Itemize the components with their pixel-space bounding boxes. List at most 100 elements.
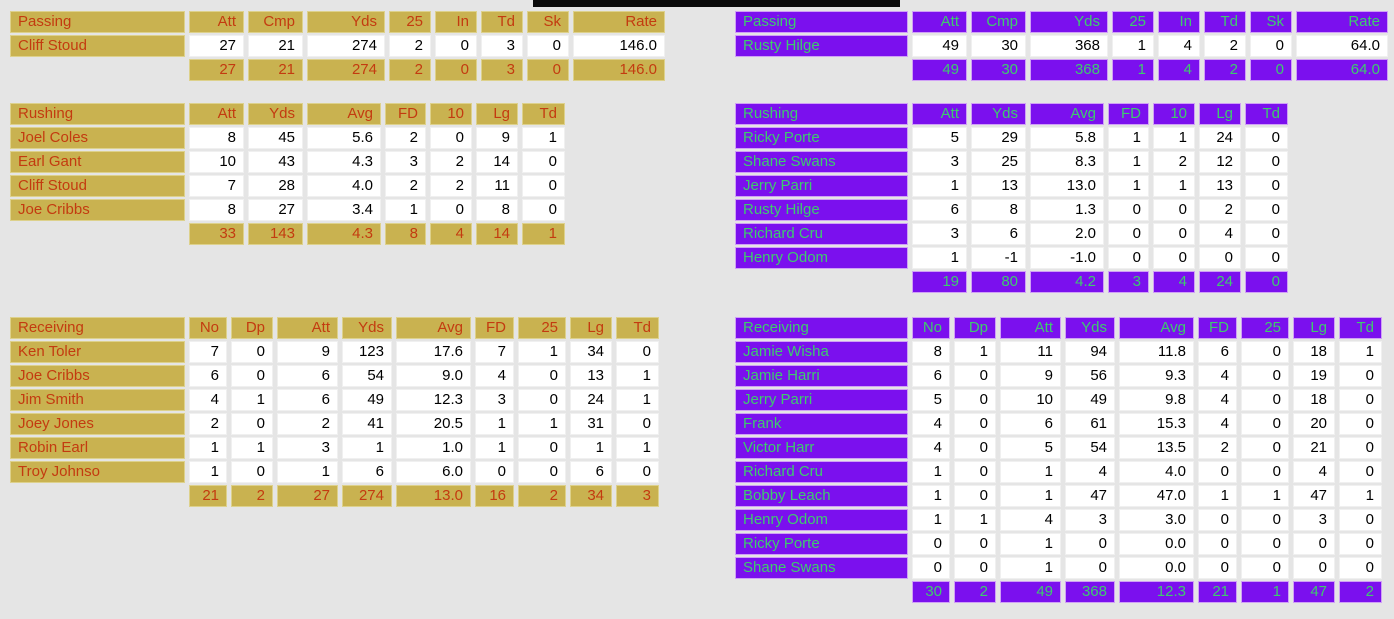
stat-value: 1 xyxy=(912,509,950,531)
stat-value: 0 xyxy=(435,35,477,57)
player-row: Ricky Porte 0 0 1 0 0.0 0 0 0 0 xyxy=(735,533,1382,555)
right-team-receiving-table: Receiving No Dp Att Yds Avg FD 25 Lg Td Jamie Wish… xyxy=(731,315,1386,605)
total-value: 4 xyxy=(1153,271,1195,293)
total-value: 12.3 xyxy=(1119,581,1194,603)
column-header: Avg xyxy=(396,317,471,339)
stat-value: 20.5 xyxy=(396,413,471,435)
stat-value: 0 xyxy=(954,413,996,435)
column-header: Dp xyxy=(954,317,996,339)
column-header: Lg xyxy=(476,103,518,125)
stat-value: 0 xyxy=(954,437,996,459)
stat-value: 0 xyxy=(1339,365,1382,387)
column-header: 25 xyxy=(1241,317,1289,339)
total-value: 368 xyxy=(1030,59,1108,81)
player-row: Jim Smith 4 1 6 49 12.3 3 0 24 1 xyxy=(10,389,659,411)
stat-value: 2 xyxy=(385,127,426,149)
stat-value: 0 xyxy=(1198,461,1237,483)
stat-value: 3 xyxy=(1065,509,1115,531)
stat-value: 2 xyxy=(1153,151,1195,173)
totals-row: 19 80 4.2 3 4 24 0 xyxy=(735,271,1288,293)
stat-value: 0 xyxy=(1339,437,1382,459)
player-row: Jerry Parri 1 13 13.0 1 1 13 0 xyxy=(735,175,1288,197)
player-name: Frank xyxy=(735,413,908,435)
stat-value: 1 xyxy=(231,437,273,459)
total-value: 2 xyxy=(389,59,431,81)
column-header: Att xyxy=(189,103,244,125)
player-row: Shane Swans 0 0 1 0 0.0 0 0 0 0 xyxy=(735,557,1382,579)
stat-value: 1 xyxy=(342,437,392,459)
stat-value: 0 xyxy=(231,413,273,435)
stat-value: 3 xyxy=(385,151,426,173)
player-row: Ken Toler 7 0 9 123 17.6 7 1 34 0 xyxy=(10,341,659,363)
total-value: 27 xyxy=(189,59,244,81)
stat-value: 1 xyxy=(1000,533,1061,555)
column-header: Td xyxy=(481,11,523,33)
stat-value: 0 xyxy=(1241,437,1289,459)
column-header: Att xyxy=(189,11,244,33)
player-row: Jerry Parri 5 0 10 49 9.8 4 0 18 0 xyxy=(735,389,1382,411)
stat-value: 49 xyxy=(1065,389,1115,411)
stat-value: 21 xyxy=(1293,437,1335,459)
player-row: Joe Cribbs 8 27 3.4 1 0 8 0 xyxy=(10,199,565,221)
player-name: Shane Swans xyxy=(735,151,908,173)
stat-value: 0 xyxy=(231,365,273,387)
player-name: Joey Jones xyxy=(10,413,185,435)
stat-value: 0 xyxy=(1198,557,1237,579)
stat-value: 49 xyxy=(912,35,967,57)
total-value: 30 xyxy=(912,581,950,603)
stat-value: 54 xyxy=(342,365,392,387)
stat-value: 1 xyxy=(1108,175,1149,197)
stat-value: 1 xyxy=(1339,341,1382,363)
stat-value: 7 xyxy=(475,341,514,363)
column-header: 10 xyxy=(430,103,472,125)
stat-value: 1 xyxy=(616,437,659,459)
stat-value: 0 xyxy=(518,437,566,459)
stat-value: 8 xyxy=(476,199,518,221)
player-row: Cliff Stoud 27 21 274 2 0 3 0 146.0 xyxy=(10,35,665,57)
column-header: Cmp xyxy=(248,11,303,33)
stat-value: 6 xyxy=(189,365,227,387)
stat-value: 0 xyxy=(1241,557,1289,579)
player-name: Earl Gant xyxy=(10,151,185,173)
totals-spacer xyxy=(735,59,908,81)
stat-value: 1 xyxy=(1241,485,1289,507)
stat-value: 24 xyxy=(570,389,612,411)
stat-value: 3 xyxy=(912,223,967,245)
total-value: 0 xyxy=(527,59,569,81)
stat-value: 27 xyxy=(248,199,303,221)
column-header: In xyxy=(435,11,477,33)
column-header: 10 xyxy=(1153,103,1195,125)
stat-value: 0 xyxy=(1245,199,1288,221)
header-row: Rushing Att Yds Avg FD 10 Lg Td xyxy=(735,103,1288,125)
stat-value: 0 xyxy=(430,127,472,149)
total-value: 368 xyxy=(1065,581,1115,603)
total-value: 274 xyxy=(307,59,385,81)
stat-value: 0 xyxy=(1245,247,1288,269)
stat-value: 1 xyxy=(1198,485,1237,507)
stat-value: 4 xyxy=(912,413,950,435)
stat-value: 0 xyxy=(1245,127,1288,149)
stat-value: 1 xyxy=(1000,461,1061,483)
stat-value: 2 xyxy=(1204,35,1246,57)
stat-value: 0 xyxy=(231,341,273,363)
stat-value: 6 xyxy=(570,461,612,483)
totals-row: 33 143 4.3 8 4 14 1 xyxy=(10,223,565,245)
total-value: 49 xyxy=(912,59,967,81)
stat-value: 2 xyxy=(430,175,472,197)
stat-value: 0 xyxy=(1153,223,1195,245)
stat-value: 8 xyxy=(971,199,1026,221)
left-team-passing-table: Passing Att Cmp Yds 25 In Td Sk Rate Cliff Stoud 2… xyxy=(6,9,669,83)
stat-value: 0 xyxy=(522,175,565,197)
stat-value: 43 xyxy=(248,151,303,173)
player-row: Troy Johnso 1 0 1 6 6.0 0 0 6 0 xyxy=(10,461,659,483)
stat-value: 1 xyxy=(518,341,566,363)
total-value: 146.0 xyxy=(573,59,665,81)
player-row: Frank 4 0 6 61 15.3 4 0 20 0 xyxy=(735,413,1382,435)
stat-value: 1 xyxy=(475,413,514,435)
stat-value: 1.0 xyxy=(396,437,471,459)
total-value: 0 xyxy=(1250,59,1292,81)
stat-value: 0 xyxy=(1245,223,1288,245)
stat-value: 6 xyxy=(277,389,338,411)
total-value: 2 xyxy=(954,581,996,603)
stat-value: 8 xyxy=(189,127,244,149)
